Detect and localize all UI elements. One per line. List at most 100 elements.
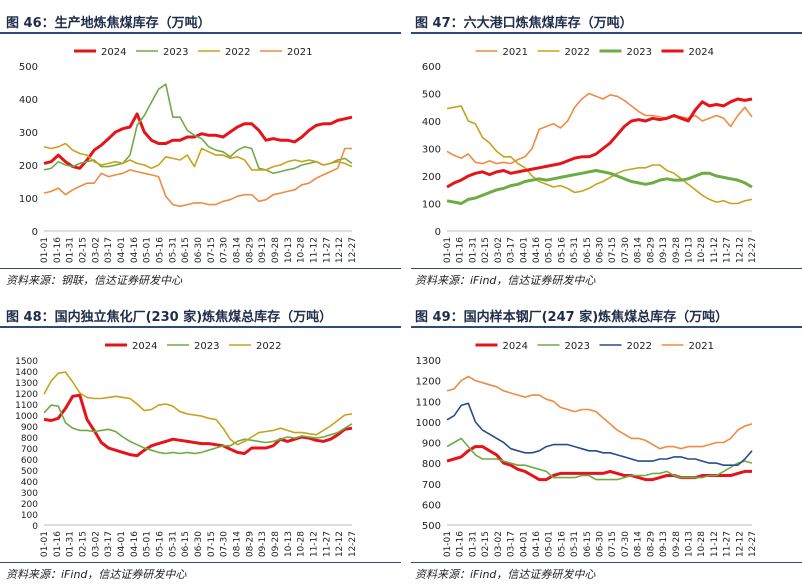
- x-tick-label: 02-15: [481, 531, 491, 557]
- x-tick-label: 04-16: [532, 531, 542, 557]
- x-tick-label: 11-27: [322, 531, 332, 557]
- x-tick-label: 01-16: [456, 237, 466, 263]
- y-tick-label: 500: [21, 467, 38, 477]
- series-line-2024: [43, 393, 353, 458]
- x-tick-label: 05-16: [557, 237, 567, 263]
- x-tick-label: 03-02: [494, 531, 504, 557]
- y-tick-label: 100: [21, 511, 38, 521]
- title-rule: [0, 32, 401, 34]
- source-rule: [411, 562, 802, 563]
- y-tick-label: 600: [21, 456, 38, 466]
- series-line-2023: [446, 169, 753, 205]
- x-tick-label: 08-29: [245, 237, 255, 263]
- legend-label: 2022: [565, 47, 590, 58]
- x-tick-label: 01-16: [456, 531, 466, 557]
- chart-title: 图 47：六大港口炼焦煤库存（万吨）: [415, 16, 633, 31]
- y-tick-label: 100: [19, 194, 38, 205]
- x-tick-label: 05-01: [143, 531, 153, 557]
- x-tick-label: 11-12: [310, 531, 320, 557]
- legend-label: 2022: [627, 341, 652, 352]
- series-line-2024: [446, 445, 752, 482]
- x-tick-label: 07-30: [220, 237, 230, 263]
- x-tick-label: 06-15: [583, 237, 593, 263]
- series-line-2024: [43, 112, 353, 170]
- y-tick-label: 300: [422, 145, 441, 156]
- x-tick-label: 10-13: [284, 531, 294, 557]
- chart-title: 图 46：生产地炼焦煤库存（万吨）: [6, 16, 211, 31]
- x-tick-label: 06-15: [181, 237, 191, 263]
- x-tick-label: 01-16: [53, 531, 63, 557]
- x-tick-label: 04-01: [117, 237, 127, 263]
- y-tick-label: 500: [422, 521, 441, 532]
- x-tick-label: 05-01: [545, 531, 555, 557]
- panel-fig49: 图 49：国内样本钢厂(247 家)炼焦煤总库存（万吨） 500 600 700 80…: [401, 294, 802, 588]
- legend-label: 2022: [256, 341, 281, 352]
- legend-label: 2024: [101, 47, 126, 58]
- x-tick-label: 05-31: [570, 237, 580, 263]
- chart-svg: 500 600 700 800 900 1000 1100 1200 1300 01-01 01-1…: [416, 341, 758, 557]
- x-tick-label: 01-16: [53, 237, 63, 263]
- y-tick-label: 600: [422, 62, 441, 73]
- y-tick-label: 800: [422, 459, 441, 470]
- x-tick-label: 01-01: [443, 237, 453, 263]
- chart-title: 图 48：国内独立焦化厂(230 家)炼焦煤总库存（万吨）: [6, 310, 333, 325]
- legend-label: 2024: [689, 47, 714, 58]
- y-tick-label: 200: [422, 172, 441, 183]
- x-tick-label: 01-31: [468, 531, 478, 557]
- y-tick-label: 500: [422, 90, 441, 101]
- y-tick-label: 1000: [15, 412, 38, 422]
- x-tick-label: 11-12: [310, 237, 320, 263]
- x-tick-label: 03-17: [507, 237, 517, 263]
- x-tick-label: 06-30: [194, 237, 204, 263]
- x-tick-label: 11-27: [723, 237, 733, 263]
- x-tick-label: 12-12: [335, 237, 345, 263]
- y-tick-label: 200: [21, 500, 38, 510]
- x-tick-label: 09-28: [672, 237, 682, 263]
- x-tick-label: 04-01: [519, 531, 529, 557]
- x-tick-label: 02-15: [79, 531, 89, 557]
- panel-fig46: 图 46：生产地炼焦煤库存（万吨） 0 100 200 300 400 500 01-01 0…: [0, 0, 401, 294]
- x-tick-label: 01-01: [443, 531, 453, 557]
- x-tick-label: 09-28: [672, 531, 682, 557]
- y-tick-label: 600: [422, 500, 441, 511]
- y-tick-label: 800: [21, 434, 38, 444]
- x-tick-label: 11-12: [710, 531, 720, 557]
- source-rule: [0, 562, 401, 563]
- legend-label: 2024: [132, 341, 157, 352]
- y-tick-label: 400: [21, 478, 38, 488]
- panel-fig47: 图 47：六大港口炼焦煤库存（万吨） 0 100 200 300 400 500 600 01…: [401, 0, 802, 294]
- x-tick-label: 12-27: [348, 531, 358, 557]
- x-tick-label: 07-15: [608, 531, 618, 557]
- y-tick-label: 1000: [416, 418, 441, 429]
- source-note: 资料来源：iFind，信达证券研发中心: [415, 568, 596, 581]
- legend-label: 2021: [287, 47, 312, 58]
- x-tick-label: 06-30: [194, 531, 204, 557]
- x-tick-label: 08-29: [245, 531, 255, 557]
- series-line-2023: [43, 83, 353, 175]
- legend-label: 2023: [163, 47, 188, 58]
- x-tick-label: 06-15: [583, 531, 593, 557]
- x-tick-label: 03-02: [91, 237, 101, 263]
- x-tick-label: 03-17: [507, 531, 517, 557]
- y-tick-label: 0: [32, 227, 38, 238]
- source-note: 资料来源：iFind，信达证券研发中心: [6, 568, 187, 581]
- series-line-2021: [446, 92, 753, 165]
- y-tick-label: 700: [21, 445, 38, 455]
- x-tick-label: 10-13: [684, 237, 694, 263]
- chart-svg: 0100200300400500600700800900100011001200…: [15, 341, 358, 557]
- x-tick-label: 09-13: [659, 531, 669, 557]
- x-tick-label: 10-28: [697, 531, 707, 557]
- x-tick-label: 12-27: [748, 237, 758, 263]
- x-tick-label: 09-13: [659, 237, 669, 263]
- series-line-2023: [446, 437, 753, 481]
- y-tick-label: 1400: [15, 368, 38, 378]
- x-tick-label: 07-30: [621, 237, 631, 263]
- x-tick-label: 05-16: [557, 531, 567, 557]
- legend-label: 2024: [503, 341, 528, 352]
- y-tick-label: 1300: [15, 379, 38, 389]
- y-tick-label: 900: [422, 439, 441, 450]
- x-tick-label: 01-01: [40, 237, 50, 263]
- y-tick-label: 0: [435, 227, 441, 238]
- title-rule: [411, 326, 802, 328]
- x-tick-label: 12-27: [748, 531, 758, 557]
